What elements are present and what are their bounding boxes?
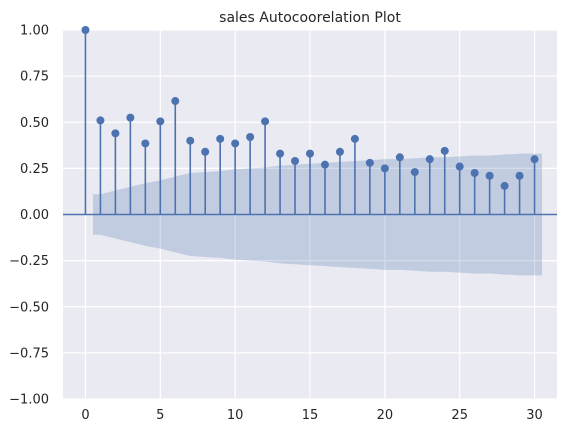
acf-marker — [246, 133, 255, 142]
x-tick-label: 30 — [526, 408, 543, 423]
acf-marker — [425, 155, 434, 164]
y-tick-label: −1.00 — [9, 393, 49, 408]
y-tick-label: −0.25 — [9, 254, 49, 269]
acf-marker — [395, 153, 404, 162]
acf-marker — [201, 147, 210, 156]
acf-marker — [276, 149, 285, 158]
y-tick-label: −0.75 — [9, 346, 49, 361]
y-tick-label: 0.25 — [20, 162, 49, 177]
x-tick-label: 10 — [227, 408, 244, 423]
acf-marker — [306, 149, 314, 158]
x-tick-label: 15 — [302, 408, 319, 423]
x-tick-labels: 0 5 10 15 20 25 30 — [81, 408, 543, 423]
acf-marker — [320, 160, 329, 169]
y-tick-label: 1.00 — [20, 24, 49, 39]
acf-marker — [485, 171, 494, 180]
y-tick-label: 0.00 — [20, 208, 49, 223]
y-tick-labels: −1.00 −0.75 −0.50 −0.25 0.00 0.25 0.50 0.75 1.00 — [9, 24, 49, 408]
acf-marker — [455, 162, 464, 171]
acf-marker — [186, 136, 195, 145]
acf-marker — [111, 129, 120, 138]
acf-marker — [335, 147, 344, 156]
acf-marker — [470, 168, 479, 177]
acf-marker — [156, 117, 165, 126]
acf-marker — [291, 156, 300, 165]
acf-marker — [261, 117, 270, 126]
stems — [84, 30, 536, 215]
y-tick-label: −0.50 — [9, 300, 49, 315]
acf-marker — [440, 146, 449, 155]
acf-marker — [216, 134, 225, 143]
acf-marker — [530, 155, 539, 164]
acf-marker — [500, 181, 509, 190]
acf-marker — [380, 164, 389, 173]
x-tick-label: 0 — [81, 408, 89, 423]
acf-marker — [171, 97, 180, 106]
y-tick-label: 0.75 — [20, 70, 49, 85]
acf-marker — [81, 26, 90, 34]
acf-marker — [410, 168, 419, 177]
y-tick-label: 0.50 — [20, 116, 49, 131]
acf-marker — [515, 171, 524, 180]
acf-marker — [96, 116, 105, 125]
acf-marker — [350, 134, 359, 143]
acf-marker — [231, 139, 240, 148]
markers — [81, 26, 539, 190]
acf-marker — [141, 139, 150, 148]
chart-title: sales Autocoorelation Plot — [219, 10, 401, 26]
x-tick-label: 5 — [156, 408, 164, 423]
x-tick-label: 20 — [377, 408, 394, 423]
acf-marker — [365, 158, 374, 167]
grid-lines — [63, 29, 557, 400]
x-tick-label: 25 — [451, 408, 468, 423]
acf-marker — [126, 113, 135, 122]
